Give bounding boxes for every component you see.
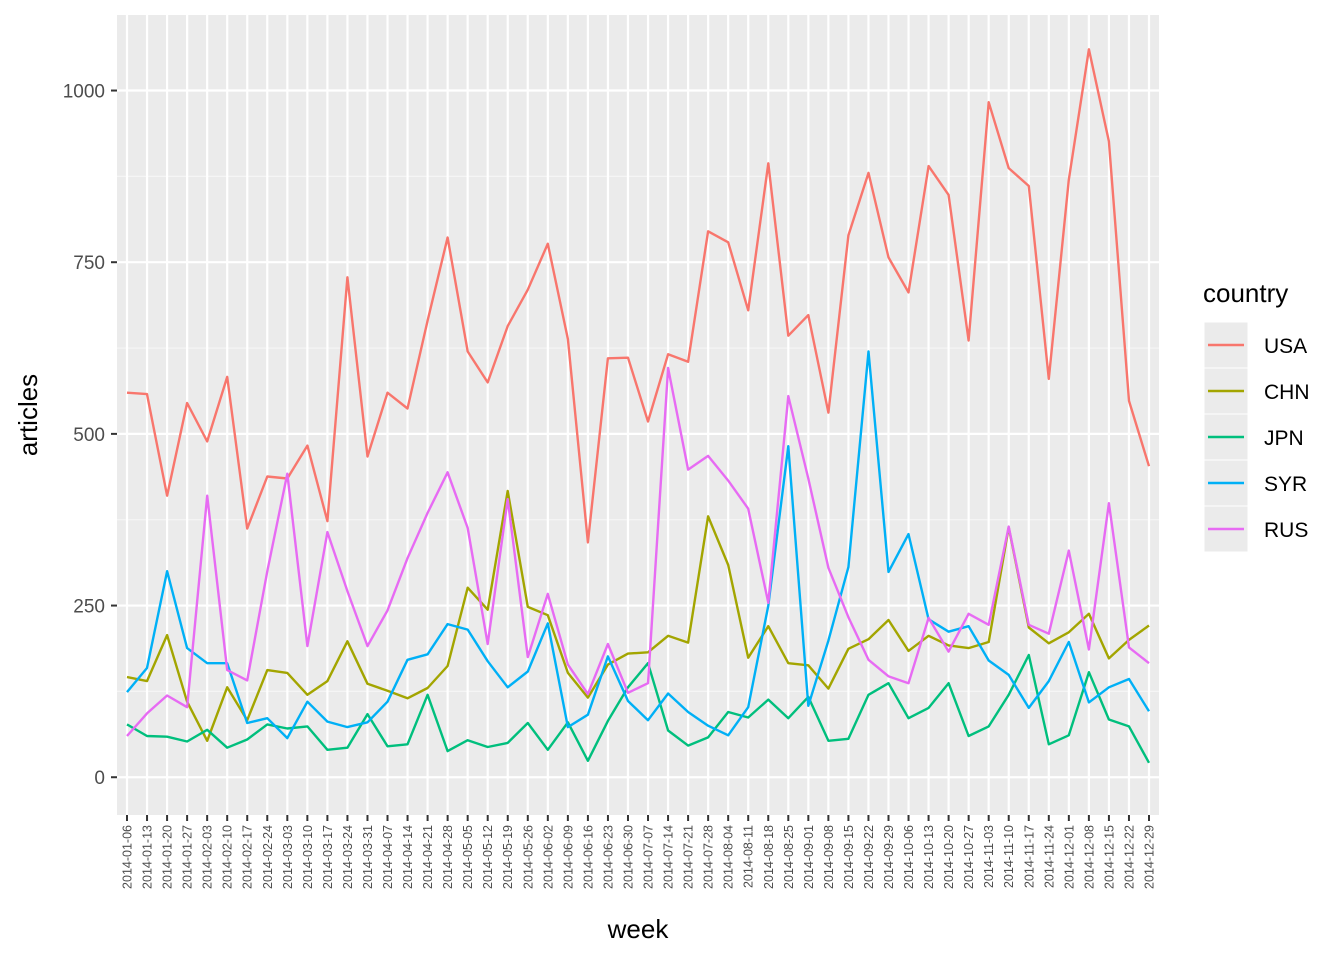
legend-label: RUS	[1264, 519, 1308, 542]
x-tick-label: 2014-05-05	[461, 825, 475, 889]
x-tick-label: 2014-06-16	[581, 825, 595, 889]
x-tick-label: 2014-10-06	[902, 825, 916, 889]
y-tick-label: 0	[94, 768, 105, 789]
x-tick-label: 2014-04-28	[441, 825, 455, 889]
series-line-jpn	[126, 653, 1151, 764]
x-tick-label: 2014-11-03	[982, 825, 996, 888]
y-tick-label: 750	[73, 253, 105, 274]
y-tick-label: 250	[73, 597, 105, 618]
x-axis: 2014-01-06 2014-01-13 2014-01-20 2014-01-27…	[121, 815, 1157, 889]
series-line-usa	[126, 48, 1151, 544]
x-tick-label: 2014-07-21	[682, 825, 696, 889]
x-tick-label: 2014-08-25	[782, 825, 796, 889]
x-tick-label: 2014-09-15	[842, 825, 856, 889]
x-tick-label: 2014-07-14	[662, 825, 676, 889]
x-tick-label: 2014-12-22	[1122, 825, 1136, 889]
x-tick-label: 2014-01-27	[181, 825, 195, 889]
legend-items: USA CHN JPN SYR RUS	[1203, 321, 1310, 553]
x-tick-label: 2014-08-18	[762, 825, 776, 889]
major-gridlines	[117, 15, 1159, 815]
series-lines	[126, 48, 1151, 764]
x-tick-label: 2014-06-23	[601, 825, 615, 889]
x-tick-label: 2014-04-14	[401, 825, 415, 889]
x-tick-label: 2014-07-07	[642, 825, 656, 889]
x-tick-label: 2014-02-24	[261, 825, 275, 889]
x-tick-label: 2014-02-17	[241, 825, 255, 889]
x-tick-label: 2014-05-19	[501, 825, 515, 889]
x-tick-label: 2014-12-29	[1143, 825, 1157, 889]
x-tick-label: 2014-01-20	[161, 825, 175, 889]
legend-label: CHN	[1264, 381, 1310, 404]
x-tick-label: 2014-11-10	[1002, 825, 1016, 888]
x-axis-title: week	[607, 914, 670, 944]
x-tick-label: 2014-05-26	[521, 825, 535, 889]
y-tick-label: 1000	[63, 82, 105, 103]
x-tick-label: 2014-03-31	[361, 825, 375, 889]
x-tick-label: 2014-12-01	[1062, 825, 1076, 889]
x-tick-label: 2014-08-04	[722, 825, 736, 889]
x-tick-label: 2014-04-21	[421, 825, 435, 889]
x-tick-label: 2014-05-12	[481, 825, 495, 889]
x-tick-label: 2014-03-17	[321, 825, 335, 889]
y-tick-label: 500	[73, 425, 105, 446]
x-tick-label: 2014-06-02	[541, 825, 555, 889]
x-tick-label: 2014-12-15	[1102, 825, 1116, 889]
x-tick-label: 2014-03-10	[301, 825, 315, 889]
y-axis-title: articles	[13, 374, 43, 456]
x-tick-label: 2014-10-27	[962, 825, 976, 889]
x-tick-label: 2014-09-08	[822, 825, 836, 889]
x-tick-label: 2014-11-17	[1022, 825, 1036, 888]
legend-title: country	[1203, 278, 1288, 308]
x-tick-label: 2014-01-06	[121, 825, 135, 889]
x-tick-label: 2014-01-13	[141, 825, 155, 889]
legend-label: SYR	[1264, 473, 1307, 496]
x-tick-label: 2014-11-24	[1042, 825, 1056, 888]
x-tick-label: 2014-12-08	[1082, 825, 1096, 889]
x-tick-label: 2014-09-29	[882, 825, 896, 889]
x-tick-label: 2014-09-22	[862, 825, 876, 889]
x-tick-label: 2014-06-30	[621, 825, 635, 889]
x-tick-label: 2014-02-03	[201, 825, 215, 889]
x-tick-label: 2014-03-24	[341, 825, 355, 889]
x-tick-label: 2014-03-03	[281, 825, 295, 889]
x-tick-label: 2014-10-13	[922, 825, 936, 889]
x-tick-label: 2014-07-28	[702, 825, 716, 889]
legend: country USA CHN JPN SYR RUS	[1203, 278, 1310, 553]
series-line-rus	[126, 366, 1150, 737]
minor-gridlines	[117, 175, 1159, 692]
x-tick-label: 2014-08-11	[742, 825, 756, 888]
x-tick-label: 2014-10-20	[942, 825, 956, 889]
y-axis: 0 250 500 750 1000	[63, 82, 117, 789]
x-tick-label: 2014-02-10	[221, 825, 235, 889]
x-tick-label: 2014-09-01	[802, 825, 816, 889]
legend-label: JPN	[1264, 427, 1304, 450]
legend-label: USA	[1264, 335, 1307, 358]
x-tick-label: 2014-04-07	[381, 825, 395, 889]
x-tick-label: 2014-06-09	[561, 825, 575, 889]
series-line-syr	[126, 350, 1151, 740]
panel-background	[117, 15, 1159, 815]
